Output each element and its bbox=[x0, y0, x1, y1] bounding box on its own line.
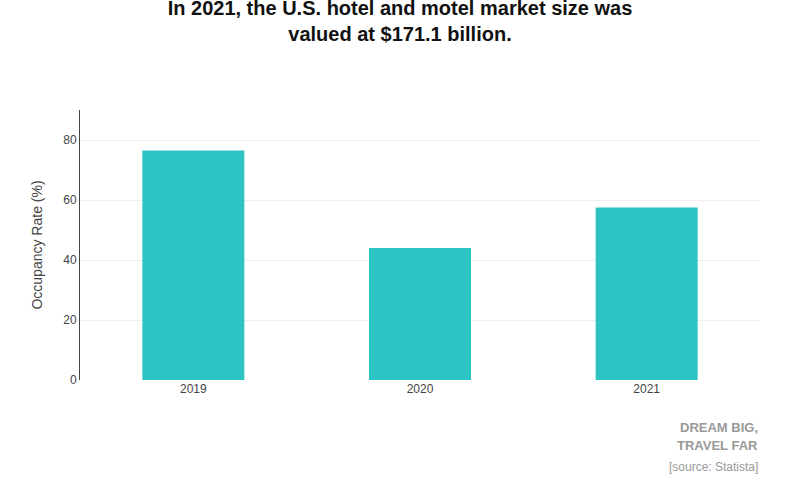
svg-text:2019: 2019 bbox=[180, 382, 207, 396]
svg-text:[source: Statista]: [source: Statista] bbox=[669, 460, 758, 474]
svg-text:60: 60 bbox=[63, 193, 77, 207]
svg-text:TRAVEL FAR: TRAVEL FAR bbox=[677, 438, 758, 453]
svg-text:40: 40 bbox=[63, 253, 77, 267]
svg-text:2020: 2020 bbox=[407, 382, 434, 396]
svg-text:Occupancy Rate (%): Occupancy Rate (%) bbox=[29, 180, 45, 309]
svg-text:2021: 2021 bbox=[633, 382, 660, 396]
svg-text:0: 0 bbox=[70, 373, 77, 387]
svg-text:DREAM BIG,: DREAM BIG, bbox=[680, 420, 758, 435]
svg-text:20: 20 bbox=[63, 313, 77, 327]
svg-text:80: 80 bbox=[63, 133, 77, 147]
svg-text:In 2021, the U.S. hotel and mo: In 2021, the U.S. hotel and motel market… bbox=[168, 0, 633, 45]
